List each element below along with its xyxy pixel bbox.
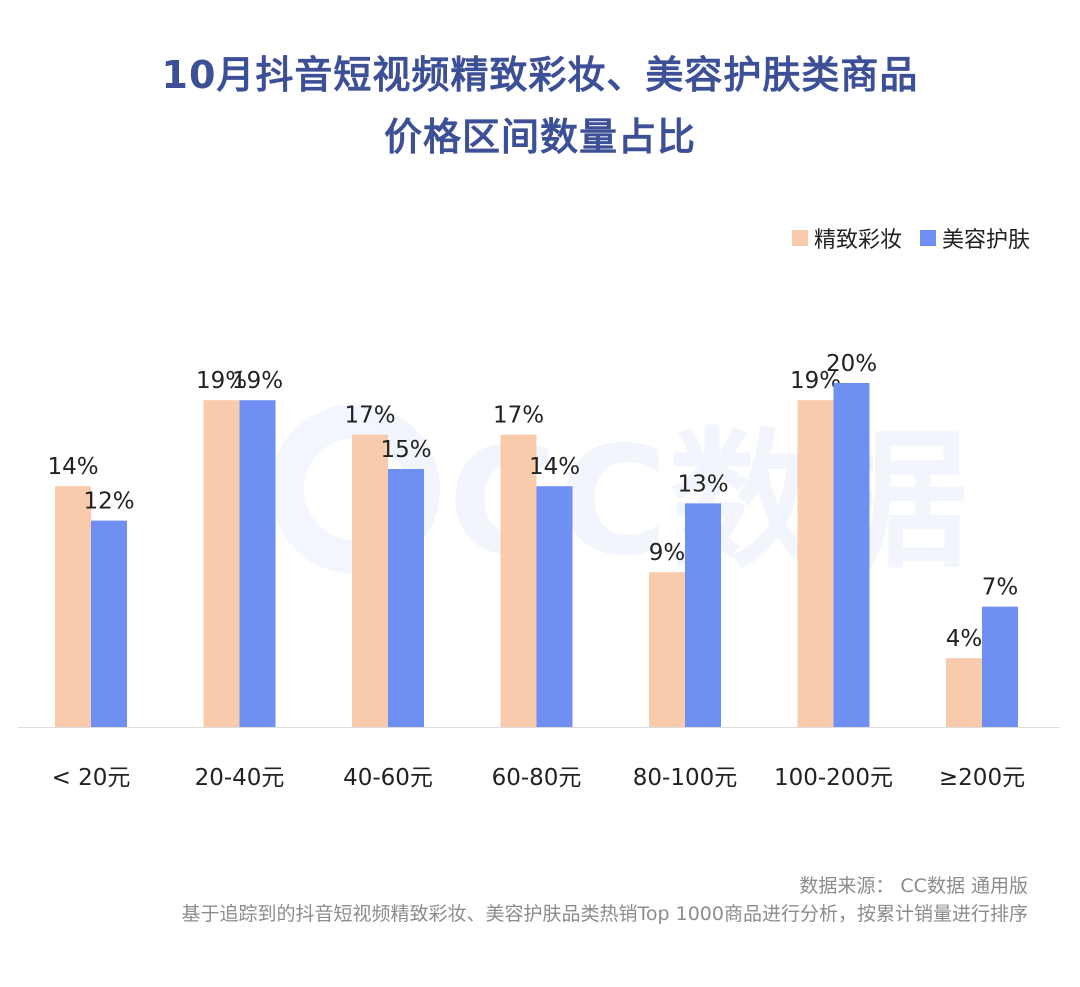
chart-title: 10月抖音短视频精致彩妆、美容护肤类商品 价格区间数量占比: [0, 44, 1080, 168]
x-tick-label-1: 20-40元: [195, 765, 285, 791]
bar-2-2: [388, 469, 424, 727]
x-tick-label-5: 100-200元: [774, 765, 893, 791]
data-label-1-0: 14%: [47, 454, 98, 480]
data-label-2-6: 7%: [982, 575, 1019, 601]
data-label-1-2: 17%: [344, 403, 395, 429]
chart-footer: 数据来源： CC数据 通用版 基于追踪到的抖音短视频精致彩妆、美容护肤品类热销T…: [182, 872, 1028, 928]
legend-item-series-2: 美容护肤: [919, 222, 1030, 254]
x-tick-label-2: 40-60元: [343, 765, 433, 791]
chart-title-line-2: 价格区间数量占比: [383, 115, 696, 159]
bar-2-5: [833, 383, 870, 727]
chart-legend: 精致彩妆 美容护肤: [774, 222, 1030, 254]
data-label-1-5: 19%: [790, 368, 841, 394]
x-tick-label-4: 80-100元: [633, 765, 737, 791]
data-label-2-5: 20%: [826, 351, 877, 377]
legend-swatch-series-1: [791, 230, 808, 246]
chart-title-line-1: 10月抖音短视频精致彩妆、美容护肤类商品: [161, 53, 919, 97]
bar-2-3: [536, 486, 573, 727]
data-label-1-1: 19%: [196, 368, 247, 394]
data-label-2-0: 12%: [83, 489, 134, 515]
bar-1-6: [946, 658, 982, 727]
bar-2-6: [982, 606, 1018, 727]
data-source-note: 数据来源： CC数据 通用版: [799, 875, 1028, 897]
bar-1-1: [203, 400, 240, 727]
data-label-2-2: 15%: [380, 437, 431, 463]
x-tick-label-0: < 20元: [52, 765, 131, 791]
bar-2-0: [91, 520, 127, 727]
data-label-2-3: 14%: [529, 454, 580, 480]
x-tick-label-6: ≥200元: [939, 765, 1025, 791]
bar-1-4: [649, 572, 685, 727]
data-label-1-6: 4%: [946, 626, 983, 652]
legend-label-series-2: 美容护肤: [941, 228, 1030, 253]
bar-2-4: [685, 503, 721, 727]
legend-item-series-1: 精致彩妆: [791, 222, 902, 254]
bar-1-5: [797, 400, 834, 727]
bar-2-1: [239, 400, 276, 727]
legend-label-series-1: 精致彩妆: [813, 228, 902, 253]
bar-1-2: [352, 434, 388, 727]
methodology-note: 基于追踪到的抖音短视频精致彩妆、美容护肤品类热销Top 1000商品进行分析，按…: [181, 903, 1028, 925]
data-label-2-4: 13%: [677, 471, 728, 497]
x-tick-label-3: 60-80元: [492, 765, 582, 791]
data-label-1-3: 17%: [493, 403, 544, 429]
legend-swatch-series-2: [919, 230, 936, 246]
bar-1-0: [55, 486, 91, 727]
bar-1-3: [500, 434, 537, 727]
data-label-1-4: 9%: [649, 540, 686, 566]
data-label-2-1: 19%: [232, 368, 283, 394]
